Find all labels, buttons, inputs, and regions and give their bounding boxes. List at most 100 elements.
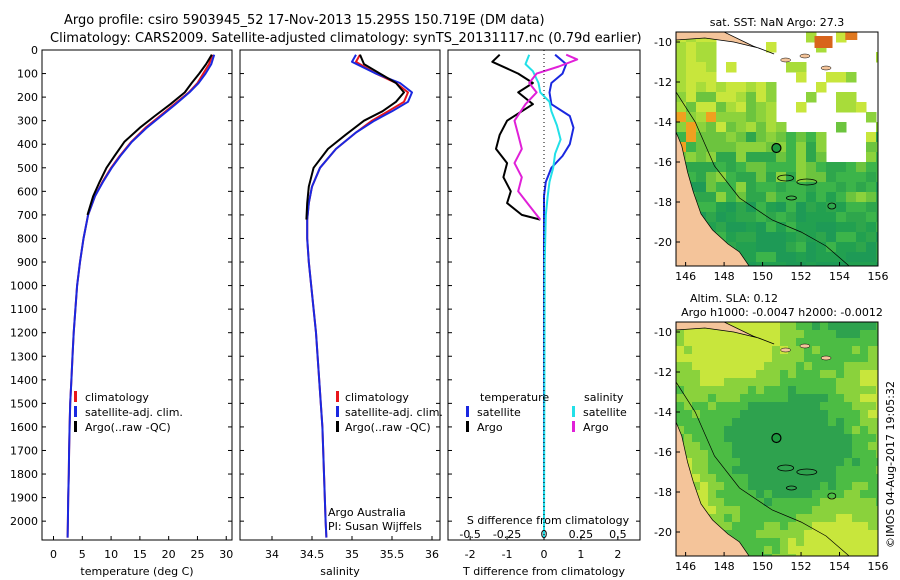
sla-map-panel: 146 148 150 152 154 156 -10 -12 -14 -16 -18 -20 Alti…	[654, 292, 888, 573]
sst-map-title: sat. SST: NaN Argo: 27.3	[710, 16, 844, 29]
map-cell	[706, 202, 717, 213]
map-cell	[716, 122, 727, 133]
map-cell	[820, 506, 829, 515]
map-cell	[740, 402, 749, 411]
x-tick-label: -1	[502, 548, 513, 561]
map-cell	[706, 222, 717, 233]
map-cell	[860, 354, 869, 363]
land-polygon	[676, 32, 775, 55]
map-cell	[684, 394, 693, 403]
map-cell	[692, 474, 701, 483]
map-cell	[804, 346, 813, 355]
legend-s-argo-label: Argo	[583, 421, 609, 434]
map-cell	[724, 410, 733, 419]
map-cell	[716, 182, 727, 193]
map-cell	[724, 362, 733, 371]
map-cell	[846, 182, 857, 193]
depth-tick-label: 0	[31, 44, 38, 57]
map-cell	[736, 232, 747, 243]
map-cell	[726, 162, 737, 173]
map-cell	[756, 212, 767, 223]
map-cell	[868, 554, 877, 556]
map-cell	[766, 172, 777, 183]
map-cell	[700, 402, 709, 411]
map-cell	[820, 474, 829, 483]
map-cell	[876, 172, 878, 183]
map-cell	[746, 102, 757, 113]
map-cell	[756, 152, 767, 163]
map-cell	[876, 522, 878, 531]
map-cell	[700, 450, 709, 459]
map-cell	[740, 426, 749, 435]
map-cell	[876, 498, 878, 507]
map-cell	[732, 458, 741, 467]
map-cell	[804, 490, 813, 499]
map-cell	[860, 322, 869, 331]
map-cell	[766, 142, 777, 153]
x-axis-label: temperature (deg C)	[80, 565, 193, 578]
s-tick-label: 0	[541, 528, 548, 541]
map-cell	[780, 498, 789, 507]
legend-swatch-magenta	[572, 421, 575, 432]
map-cell	[708, 378, 717, 387]
map-cell	[876, 192, 878, 203]
map-cell	[696, 202, 707, 213]
map-cell	[820, 530, 829, 539]
map-cell	[868, 402, 877, 411]
map-cell	[816, 192, 827, 203]
map-cell	[716, 338, 725, 347]
map-cell	[756, 482, 765, 491]
map-cell	[756, 538, 765, 547]
map-cell	[748, 402, 757, 411]
map-cell	[868, 378, 877, 387]
map-cell	[696, 52, 707, 63]
map-cell	[746, 152, 757, 163]
map-cell	[788, 546, 797, 555]
map-x-tick-label: 148	[714, 560, 735, 573]
map-cell	[866, 192, 877, 203]
map-cell	[812, 474, 821, 483]
map-cell	[716, 330, 725, 339]
map-cell	[876, 378, 878, 387]
map-cell	[788, 402, 797, 411]
map-cell	[876, 474, 878, 483]
map-cell	[692, 418, 701, 427]
map-cell	[866, 142, 877, 153]
map-cell	[876, 418, 878, 427]
map-cell	[804, 394, 813, 403]
map-cell	[796, 338, 805, 347]
map-cell	[836, 418, 845, 427]
legend-argo-label: Argo(..raw -QC)	[345, 421, 431, 434]
map-cell	[806, 222, 817, 233]
map-cell	[812, 514, 821, 523]
map-cell	[692, 466, 701, 475]
map-cell	[748, 490, 757, 499]
reef-outline	[777, 464, 795, 472]
map-cell	[826, 72, 837, 83]
map-cell	[676, 394, 685, 403]
map-cell	[708, 506, 717, 515]
map-cell	[716, 386, 725, 395]
map-cell	[772, 450, 781, 459]
map-cell	[820, 346, 829, 355]
map-cell	[686, 142, 697, 153]
map-cell	[788, 378, 797, 387]
map-cell	[748, 538, 757, 547]
map-cell	[856, 222, 867, 233]
map-cell	[812, 434, 821, 443]
map-cell	[732, 362, 741, 371]
map-cell	[772, 346, 781, 355]
depth-tick-label: 1800	[10, 468, 38, 481]
map-cell	[726, 82, 737, 93]
map-cell	[692, 450, 701, 459]
map-cell	[868, 322, 877, 331]
map-cell	[756, 554, 765, 556]
map-cell	[836, 232, 847, 243]
map-cell	[716, 346, 725, 355]
map-cell	[804, 506, 813, 515]
map-cell	[796, 418, 805, 427]
map-cell	[776, 232, 787, 243]
map-cell	[740, 450, 749, 459]
map-cell	[828, 418, 837, 427]
map-cell	[756, 402, 765, 411]
